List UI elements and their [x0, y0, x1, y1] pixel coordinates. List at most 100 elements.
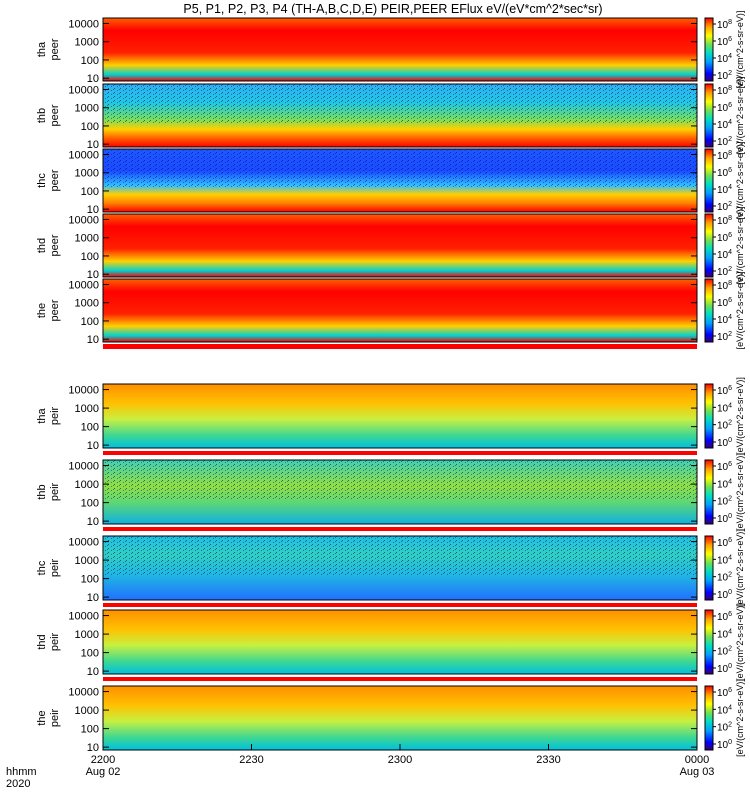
y-tick-label: 100 — [81, 316, 99, 328]
colorbar — [704, 17, 714, 82]
colorbar-tick-label: 102 — [717, 496, 732, 508]
y-tick-label: 100 — [81, 186, 99, 198]
colorbar-tick-label: 104 — [717, 249, 732, 261]
colorbar — [704, 278, 714, 343]
colorbar — [704, 535, 714, 601]
panel-label-product: peer — [49, 104, 61, 126]
panel-label-product: peir — [49, 558, 61, 577]
colorbar-tick-label: 106 — [717, 36, 732, 48]
fill-strip — [103, 677, 697, 681]
y-tick-label: 1000 — [75, 705, 99, 717]
colorbar-tick-label: 100 — [717, 663, 732, 675]
noise-overlay — [103, 460, 697, 500]
y-tick-label: 10000 — [68, 611, 99, 623]
colorbar-tick-label: 102 — [717, 572, 732, 584]
y-tick-label: 100 — [81, 55, 99, 67]
panel-frame — [102, 17, 698, 82]
y-tick-label: 10 — [87, 139, 99, 151]
colorbar-tick-label: 106 — [717, 537, 732, 549]
colorbar-label: [eV/(cm^2-s-sr-eV)] — [735, 11, 745, 89]
colorbar-tick-label: 100 — [717, 589, 732, 601]
y-tick-label: 10000 — [68, 214, 99, 226]
colorbar — [704, 459, 714, 525]
y-tick-label: 1000 — [75, 233, 99, 245]
panel-label-product: peer — [49, 38, 61, 60]
colorbar-tick-label: 106 — [717, 385, 732, 397]
colorbar-tick-label: 104 — [717, 314, 732, 326]
colorbar — [704, 383, 714, 449]
colorbar-tick-label: 104 — [717, 53, 732, 65]
panel-label-probe: thb — [36, 484, 48, 499]
spectrogram-the-peer — [103, 279, 697, 342]
y-tick-label: 10000 — [68, 537, 99, 549]
panel-label-probe: the — [36, 303, 48, 318]
colorbar-tick-label: 108 — [717, 150, 732, 162]
colorbar-tick-label: 104 — [717, 704, 732, 716]
colorbar-tick-label: 100 — [717, 739, 732, 751]
y-tick-label: 10000 — [68, 279, 99, 291]
y-tick-label: 1000 — [75, 555, 99, 567]
y-tick-label: 100 — [81, 498, 99, 510]
colorbar-tick-label: 106 — [717, 297, 732, 309]
colorbar-tick-label: 106 — [717, 232, 732, 244]
panel-label-product: peir — [49, 482, 61, 501]
y-tick-label: 100 — [81, 422, 99, 434]
panel-thb-peer: 10000 1000 100 10 thb peer 108 106 104 102 [eV/(cm… — [36, 77, 745, 155]
spectrogram-the-peir — [103, 686, 697, 750]
colorbar-label: [eV/(cm^2-s-sr-eV)] — [735, 142, 745, 220]
panel-frame — [102, 83, 698, 148]
x-tick-label: 2330 — [536, 754, 560, 766]
y-tick-label: 10000 — [68, 385, 99, 397]
y-tick-label: 1000 — [75, 479, 99, 491]
y-tick-label: 10 — [87, 742, 99, 754]
colorbar-tick-label: 104 — [717, 554, 732, 566]
colorbar-tick-label: 100 — [717, 437, 732, 449]
fill-strip — [103, 344, 697, 349]
colorbar-tick-label: 106 — [717, 167, 732, 179]
panel-frame — [102, 383, 698, 449]
colorbar-tick-label: 108 — [717, 85, 732, 97]
y-tick-label: 10 — [87, 440, 99, 452]
colorbar-tick-label: 102 — [717, 722, 732, 734]
colorbar — [704, 83, 714, 148]
panel-label-product: peir — [49, 406, 61, 425]
panel-thc-peer: 10000 1000 100 10 thc peer 108 106 104 102 [eV/(cm… — [36, 142, 745, 220]
colorbar-tick-label: 100 — [717, 513, 732, 525]
y-tick-label: 1000 — [75, 629, 99, 641]
colorbar-label: [eV/(cm^2-s-sr-eV)] — [735, 272, 745, 350]
y-tick-label: 10 — [87, 269, 99, 281]
y-tick-label: 10 — [87, 592, 99, 604]
colorbar-tick-label: 108 — [717, 19, 732, 31]
x-tick-label: 2300 — [388, 754, 412, 766]
panel-thd-peer: 10000 1000 100 10 thd peer 108 106 104 102 [eV/(cm… — [36, 207, 745, 285]
colorbar-tick-label: 102 — [717, 646, 732, 658]
noise-overlay — [103, 149, 697, 189]
colorbar-tick-label: 106 — [717, 461, 732, 473]
x-label-year: 2020 — [6, 778, 30, 790]
x-tick-label: 2200 — [91, 754, 115, 766]
colorbar-tick-label: 106 — [717, 687, 732, 699]
colorbar-label: [eV/(cm^2-s-sr-eV)] — [735, 207, 745, 285]
y-tick-label: 10000 — [68, 18, 99, 30]
noise-overlay — [103, 84, 697, 124]
colorbar-tick-label: 104 — [717, 402, 732, 414]
panel-frame — [102, 213, 698, 278]
x-tick-date: Aug 02 — [86, 766, 121, 778]
colorbar-tick-label: 102 — [717, 136, 732, 148]
panel-tha-peer: 10000 1000 100 10 tha peer 108 106 104 102 [eV/(cm… — [36, 11, 745, 89]
colorbar — [704, 609, 714, 675]
panel-label-probe: thc — [36, 173, 48, 188]
y-tick-label: 100 — [81, 648, 99, 660]
x-tick-label: 0000 — [685, 754, 709, 766]
y-tick-label: 100 — [81, 574, 99, 586]
colorbar-label: [eV/(cm^2-s-sr-eV)] — [735, 603, 745, 681]
colorbar-label: [eV/(cm^2-s-sr-eV)] — [735, 453, 745, 531]
y-tick-label: 10 — [87, 666, 99, 678]
panel-frame — [102, 148, 698, 213]
panel-frame — [102, 278, 698, 343]
spectrogram-thd-peer — [103, 214, 697, 277]
y-tick-label: 10000 — [68, 461, 99, 473]
